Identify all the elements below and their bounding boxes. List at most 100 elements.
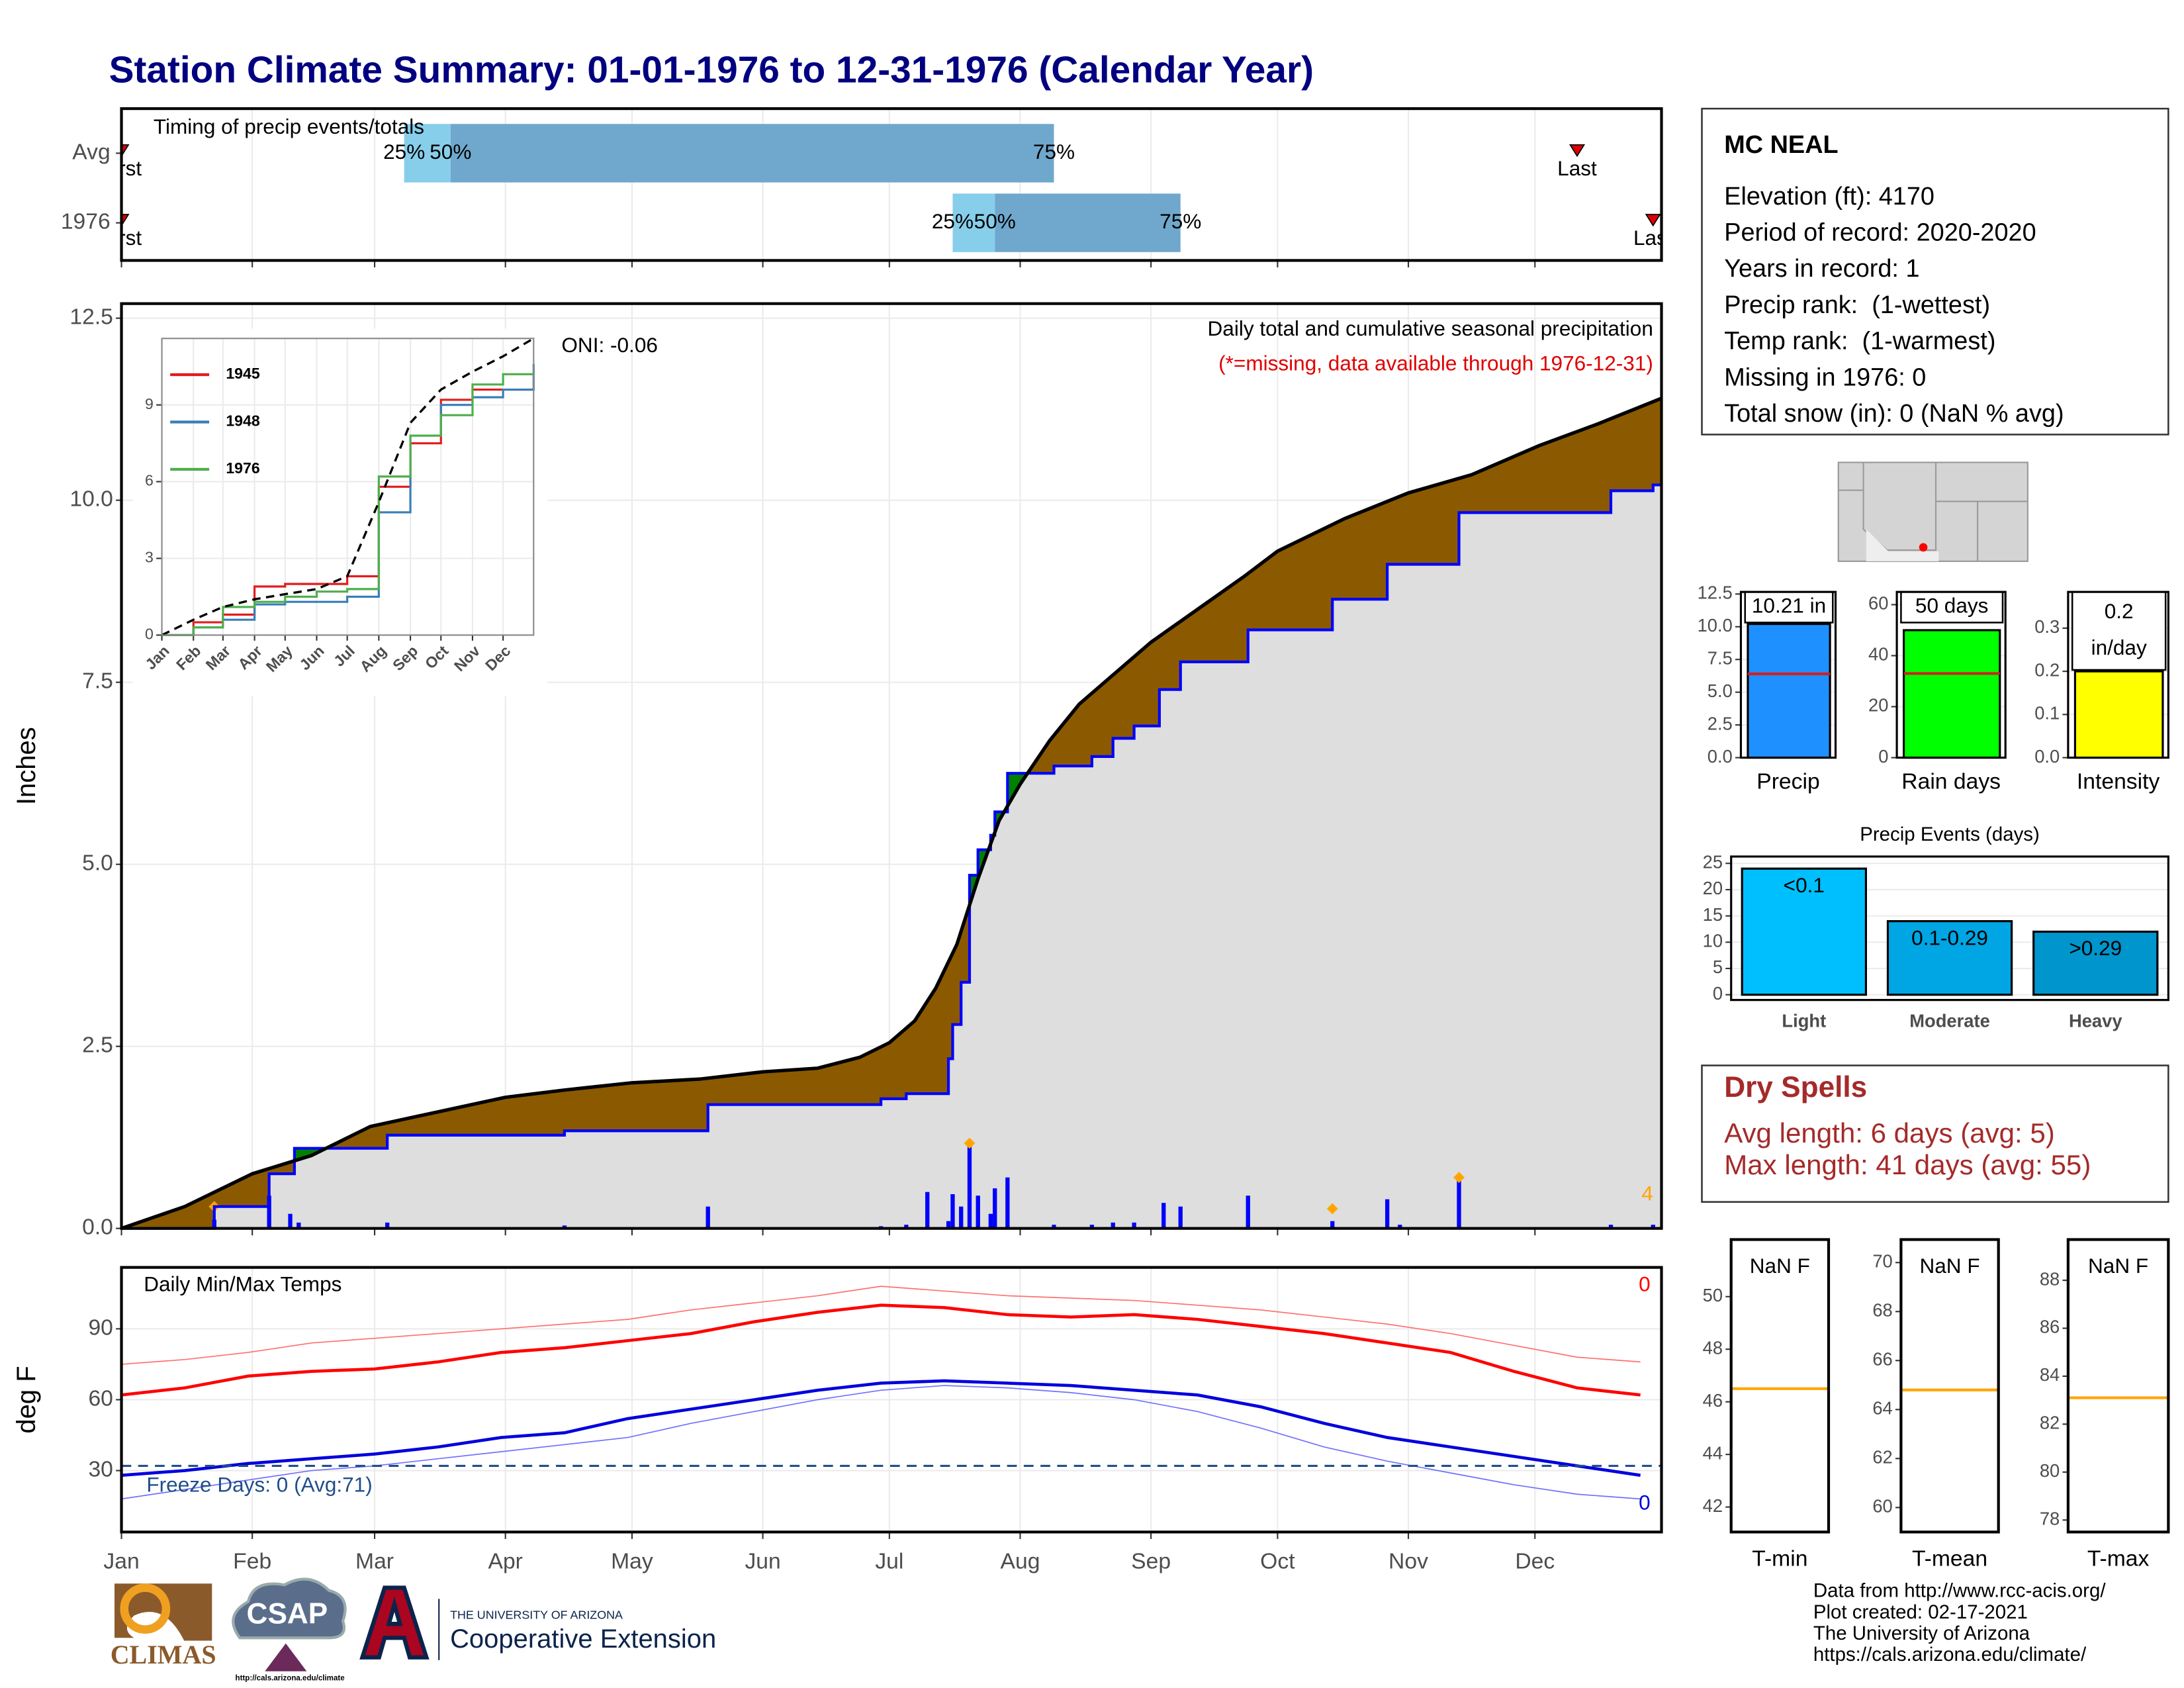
y-tick-label: 84 — [2040, 1364, 2060, 1385]
y-tick-label: 6 — [145, 472, 154, 489]
x-tick-label: Jun — [745, 1550, 780, 1574]
locator-map — [1837, 461, 2028, 562]
x-tick-label: Mar — [355, 1550, 394, 1574]
plot-frame — [1730, 855, 2169, 1002]
y-tick-label: 64 — [1872, 1398, 1892, 1419]
bar — [1903, 629, 2001, 759]
daily-bar — [1005, 1177, 1010, 1229]
average-line — [161, 337, 535, 636]
y-tick-label: 78 — [2040, 1508, 2060, 1528]
value-unit: in/day — [2091, 635, 2147, 659]
university-name: THE UNIVERSITY OF ARIZONA — [450, 1608, 623, 1621]
csap-logo: CSAP — [247, 1597, 328, 1630]
percentile-label: 75% — [1033, 140, 1075, 164]
event-marker — [121, 144, 130, 158]
x-tick-label: Moderate — [1909, 1011, 1990, 1031]
min-line — [121, 1379, 1641, 1477]
y-tick-label: 66 — [1872, 1349, 1892, 1370]
percentile-label: 50% — [974, 209, 1016, 233]
x-tick-label: Aug — [1001, 1550, 1040, 1574]
value-label: NaN F — [1750, 1254, 1810, 1278]
daily-bar — [1111, 1222, 1115, 1229]
row-label: Avg — [72, 140, 110, 164]
range-bar — [995, 193, 1181, 252]
x-tick-label: Nov — [1388, 1550, 1428, 1574]
range-bar — [952, 193, 995, 252]
y-tick-label: 10.0 — [69, 487, 113, 512]
y-tick-label: 60 — [88, 1386, 113, 1411]
max-count: 0 — [1639, 1272, 1651, 1295]
daily-bar — [1385, 1199, 1390, 1229]
dry-spells-box — [1701, 1064, 2169, 1203]
value-label-box — [1900, 590, 2004, 624]
event-label: First — [101, 226, 142, 250]
event-label: First — [101, 156, 142, 180]
daily-bar — [946, 1221, 951, 1229]
dry-spells-info: Avg length: 6 days (avg: 5) — [1724, 1117, 2055, 1149]
plot-background — [1901, 1239, 1999, 1532]
daily-bar — [1246, 1196, 1250, 1229]
x-tick-label: Sep — [1131, 1550, 1171, 1574]
y-tick-label: 10.0 — [1698, 615, 1733, 635]
dry-spells-title: Dry Spells — [1724, 1071, 1867, 1103]
panel-title: Timing of precip events/totals — [154, 115, 424, 138]
daily-bar — [705, 1206, 710, 1229]
y-tick-label: 0.3 — [2034, 616, 2060, 637]
plot-frame — [120, 302, 1663, 1230]
subtitle: Daily total and cumulative seasonal prec… — [1208, 316, 1653, 340]
y-tick-label: 40 — [1868, 644, 1888, 665]
value-label: 0.2 — [2105, 599, 2134, 623]
plot-background — [2068, 1239, 2169, 1532]
y-tick-label: 70 — [1872, 1251, 1892, 1272]
y-tick-label: 0 — [1878, 746, 1888, 767]
climas-logo: CLIMAS — [111, 1640, 216, 1669]
y-tick-label: 0 — [1713, 983, 1723, 1004]
value-label: 10.21 in — [1752, 594, 1826, 618]
value-label-box — [2071, 590, 2167, 671]
event-marker — [1569, 144, 1586, 158]
y-tick-label: 60 — [1872, 1496, 1892, 1517]
station-info: Period of record: 2020-2020 — [1724, 218, 2036, 246]
y-tick-label: 68 — [1872, 1300, 1892, 1321]
y-tick-label: 42 — [1703, 1495, 1723, 1516]
x-tick-label: Apr — [488, 1550, 523, 1574]
y-tick-label: 3 — [145, 549, 154, 566]
plot-frame — [2067, 590, 2169, 759]
plot-frame — [1899, 1238, 2000, 1534]
footer-line: Plot created: 02-17-2021 — [1813, 1601, 2028, 1623]
plot-frame — [1895, 590, 2007, 759]
bar — [2073, 670, 2164, 759]
max-line — [121, 1303, 1641, 1397]
y-tick-label: 0 — [145, 626, 154, 643]
station-info: Missing in 1976: 0 — [1724, 363, 1926, 391]
y-tick-label: 62 — [1872, 1447, 1892, 1468]
x-tick-label: Jan — [103, 1550, 139, 1574]
value-label: 0.1-0.29 — [1911, 925, 1988, 949]
daily-bar — [950, 1194, 955, 1229]
event-marker — [121, 214, 130, 227]
y-tick-label: 50 — [1703, 1285, 1723, 1305]
x-tick-label: May — [611, 1550, 653, 1574]
bar — [1741, 867, 1867, 996]
category-label: Intensity — [2077, 769, 2160, 794]
daily-bar — [904, 1225, 909, 1229]
percentile-label: 25% — [383, 140, 425, 164]
y-tick-label: 15 — [1703, 904, 1723, 925]
average-line — [120, 397, 1662, 1231]
min-count: 0 — [1639, 1491, 1651, 1515]
plot-frame — [2066, 1238, 2170, 1534]
category-label: T-mean — [1912, 1546, 1987, 1571]
plot-frame — [120, 1266, 1663, 1534]
y-tick-label: 20 — [1868, 695, 1888, 716]
arizona-a — [359, 1585, 430, 1660]
range-bar — [404, 124, 451, 183]
footer-line: The University of Arizona — [1813, 1622, 2030, 1644]
plot-frame — [1739, 590, 1837, 759]
csap-mountains — [265, 1643, 307, 1671]
daily-bar — [967, 1143, 972, 1229]
y-tick-label: 5.0 — [1707, 680, 1733, 701]
note: (*=missing, data available through 1976-… — [1218, 352, 1653, 375]
daily-bar — [267, 1196, 271, 1229]
daily-bar — [1178, 1206, 1183, 1229]
